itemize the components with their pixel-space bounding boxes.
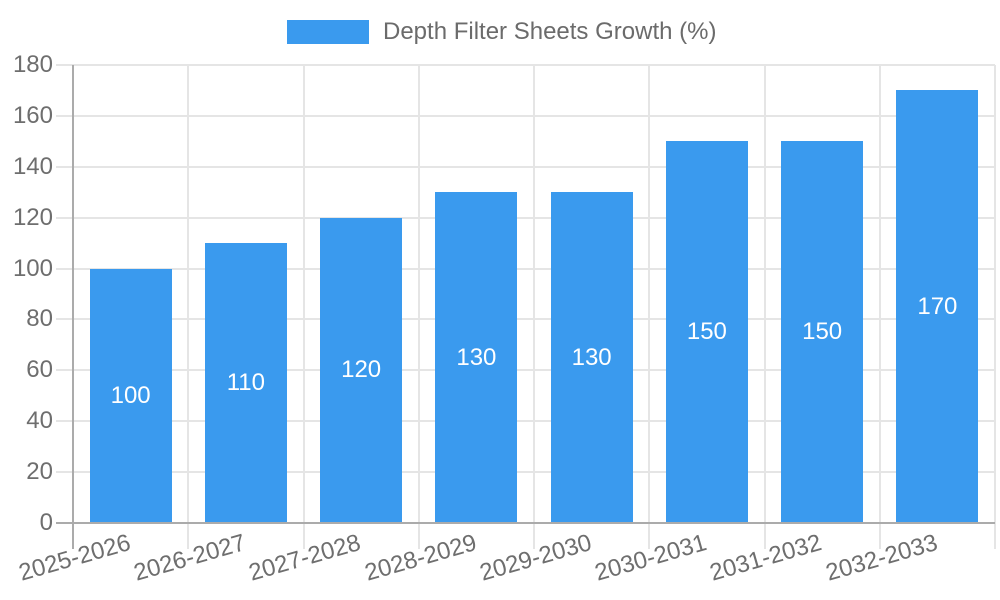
bar-value-label: 150: [687, 318, 727, 346]
y-tick-label: 20: [0, 460, 53, 484]
x-gridline: [303, 65, 305, 549]
x-tick-label: 2028-2029: [362, 531, 479, 586]
bar[interactable]: 100: [90, 269, 172, 523]
bar-value-label: 130: [572, 344, 612, 372]
x-tick-label: 2030-2031: [593, 531, 710, 586]
legend-swatch: [287, 20, 369, 44]
y-gridline: [56, 64, 995, 66]
x-tick-label: 2029-2030: [477, 531, 594, 586]
y-tick-label: 120: [0, 206, 53, 230]
y-tick-label: 80: [0, 307, 53, 331]
x-tick-label: 2026-2027: [132, 531, 249, 586]
x-gridline: [994, 65, 996, 549]
y-tick-label: 180: [0, 53, 53, 77]
x-gridline: [418, 65, 420, 549]
x-gridline: [187, 65, 189, 549]
y-tick-label: 0: [0, 511, 53, 535]
x-axis-line: [56, 522, 995, 524]
legend-label: Depth Filter Sheets Growth (%): [383, 20, 716, 44]
bar[interactable]: 130: [435, 192, 517, 523]
x-tick-label: 2031-2032: [708, 531, 825, 586]
bar[interactable]: 130: [551, 192, 633, 523]
x-gridline: [648, 65, 650, 549]
bar-value-label: 120: [341, 356, 381, 384]
depth-filter-sheets-growth-bar-chart: Depth Filter Sheets Growth (%) 0 20 40 60 80…: [0, 0, 1000, 600]
legend[interactable]: Depth Filter Sheets Growth (%): [287, 20, 716, 44]
bar-value-label: 110: [227, 369, 265, 397]
x-gridline: [764, 65, 766, 549]
bar-value-label: 100: [111, 382, 151, 410]
x-gridline: [533, 65, 535, 549]
x-tick-label: 2027-2028: [247, 531, 364, 586]
y-tick-label: 160: [0, 104, 53, 128]
x-gridline: [879, 65, 881, 549]
y-axis-line: [72, 65, 74, 549]
y-tick-label: 140: [0, 155, 53, 179]
y-tick-label: 60: [0, 358, 53, 382]
bar[interactable]: 170: [896, 90, 978, 523]
bar[interactable]: 110: [205, 243, 287, 523]
bar[interactable]: 150: [781, 141, 863, 523]
y-tick-label: 40: [0, 409, 53, 433]
bar-value-label: 170: [917, 293, 957, 321]
y-gridline: [56, 115, 995, 117]
x-tick-label: 2025-2026: [16, 531, 133, 586]
y-tick-label: 100: [0, 257, 53, 281]
bar[interactable]: 150: [666, 141, 748, 523]
x-tick-label: 2032-2033: [823, 531, 940, 586]
bar-value-label: 150: [802, 318, 842, 346]
bar-value-label: 130: [456, 344, 496, 372]
bar[interactable]: 120: [320, 218, 402, 523]
